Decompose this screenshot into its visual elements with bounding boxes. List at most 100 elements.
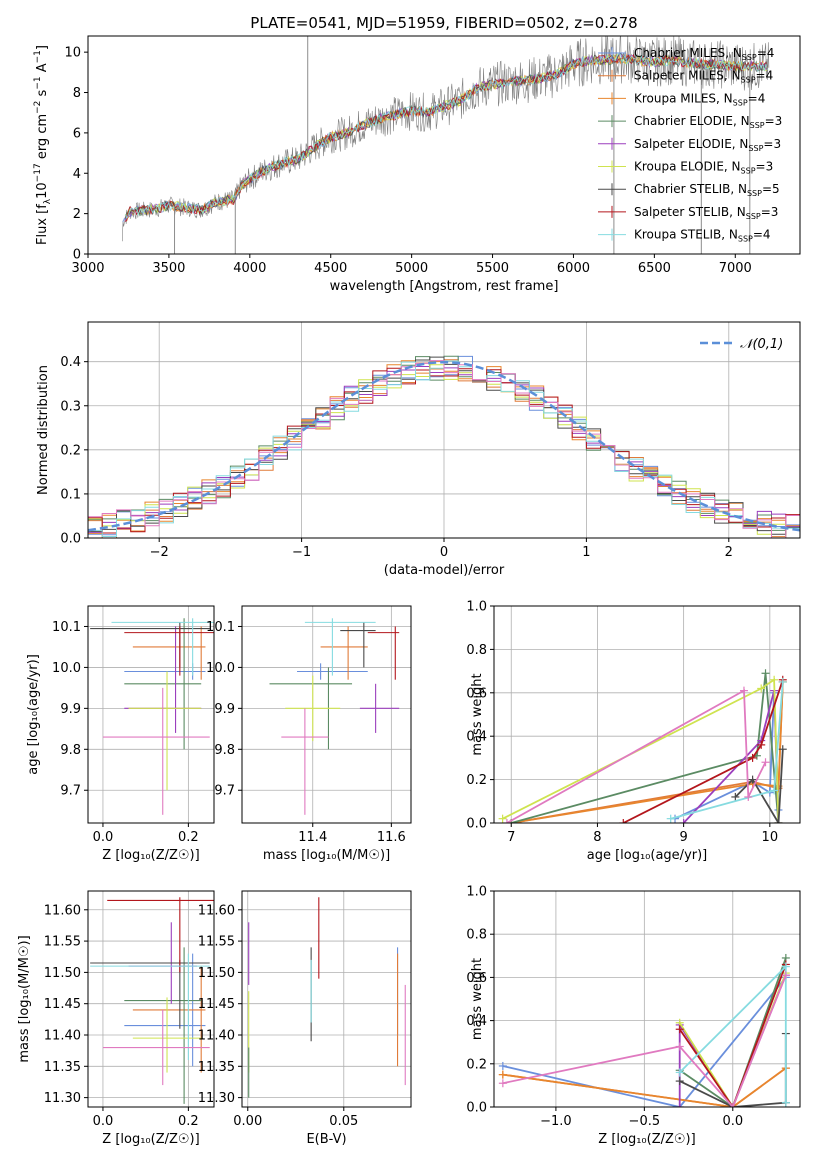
residuals-grid bbox=[88, 322, 800, 538]
y-tick-label: 0.8 bbox=[466, 928, 487, 943]
y-tick-label: 9.8 bbox=[60, 743, 81, 758]
y-axis-label-part: λ bbox=[43, 198, 53, 204]
model-spectrum-line bbox=[124, 53, 768, 222]
x-tick-label: 11.4 bbox=[298, 830, 327, 845]
mass_weight_vs_Z-frame bbox=[493, 890, 801, 1108]
model-spectrum-line bbox=[124, 53, 768, 220]
legend-entry-sub: SSP bbox=[750, 121, 765, 130]
y-tick-label: 10 bbox=[64, 46, 81, 61]
data-spectrum-line bbox=[122, 36, 770, 242]
y-axis-label-part: −1 bbox=[33, 76, 43, 89]
y-tick-label: 11.45 bbox=[198, 997, 235, 1012]
y-tick-label: 0.4 bbox=[60, 355, 81, 370]
legend-entry-name: Chabrier MILES, N bbox=[634, 46, 742, 60]
x-tick-label: 0.0 bbox=[93, 1114, 114, 1129]
legend-entry-name: Kroupa MILES, N bbox=[634, 91, 733, 105]
legend-entry: Kroupa ELODIE, NSSP=3 bbox=[634, 160, 773, 176]
x-tick-label: 11.6 bbox=[377, 830, 406, 845]
mass_weight_vs_age-axes: 7 8 9 10 0.0 0.2 0.4 0.6 0.8 1.0 age [log₁₀(age/yr… bbox=[466, 600, 801, 863]
legend-entry: Salpeter STELIB, NSSP=3 bbox=[634, 205, 778, 221]
y-axis-label-part: Flux [f bbox=[35, 204, 50, 245]
y-axis-label-part: −17 bbox=[33, 163, 43, 182]
y-tick-label: 0.2 bbox=[60, 443, 81, 458]
x-tick-label: 0.0 bbox=[93, 830, 114, 845]
y-tick-label: 11.35 bbox=[44, 1060, 81, 1075]
legend-entry-name: Salpeter STELIB, N bbox=[634, 205, 746, 219]
y-axis-label: Flux [fλ10−17 erg cm−2 s−1 A−1] bbox=[33, 45, 53, 245]
x-tick-label: −1 bbox=[292, 545, 311, 560]
x-tick-label: 7000 bbox=[719, 261, 752, 276]
age_vs_Z-grid bbox=[88, 606, 214, 823]
y-tick-label: 11.40 bbox=[198, 1029, 235, 1044]
y-tick-label: 9.7 bbox=[60, 784, 81, 799]
weight-line bbox=[502, 1067, 787, 1107]
legend-entry: Chabrier MILES, NSSP=4 bbox=[634, 46, 774, 62]
x-tick-label: 0.00 bbox=[233, 1114, 262, 1129]
y-tick-label: 11.45 bbox=[44, 997, 81, 1012]
figure-title: PLATE=0541, MJD=51959, FIBERID=0502, z=0… bbox=[250, 14, 637, 32]
legend-entry-count: =3 bbox=[756, 160, 774, 174]
legend-entry: Salpeter MILES, NSSP=4 bbox=[634, 69, 773, 85]
weight-line bbox=[674, 692, 780, 820]
legend-entry-sub: SSP bbox=[748, 144, 763, 153]
y-tick-label: 0.4 bbox=[466, 730, 487, 745]
legend-entry-count: =4 bbox=[757, 46, 775, 60]
y-tick-label: 0.2 bbox=[466, 1057, 487, 1072]
mass_weight_vs_Z-grid bbox=[494, 891, 800, 1107]
y-axis-label: mass [log₁₀(M/M☉)] bbox=[17, 935, 32, 1062]
x-tick-label: 5000 bbox=[395, 261, 428, 276]
legend-entry-name: Kroupa ELODIE, N bbox=[634, 160, 741, 174]
x-axis-label: mass [log₁₀(M/M☉)] bbox=[263, 848, 390, 863]
mass_vs_Z-grid bbox=[88, 891, 214, 1107]
y-tick-label: 4 bbox=[73, 167, 81, 182]
x-axis-label: age [log₁₀(age/yr)] bbox=[587, 848, 708, 863]
mass_vs_Z-frame bbox=[87, 890, 215, 1108]
x-tick-label: 6500 bbox=[638, 261, 671, 276]
y-tick-label: 6 bbox=[73, 126, 81, 141]
age_vs_mass-plot-area bbox=[242, 606, 411, 823]
mass_vs_EBV-plot-area bbox=[242, 891, 411, 1107]
y-tick-label: 9.9 bbox=[60, 702, 81, 717]
legend-entry-sub: SSP bbox=[738, 235, 753, 244]
y-tick-label: 9.7 bbox=[214, 784, 235, 799]
y-tick-label: 2 bbox=[73, 207, 81, 222]
mass_vs_Z-plot-area bbox=[88, 891, 214, 1107]
y-tick-label: 0.8 bbox=[466, 643, 487, 658]
legend-entry-name: Salpeter MILES, N bbox=[634, 69, 741, 83]
x-axis-label: Z [log₁₀(Z/Z☉)] bbox=[102, 1132, 199, 1147]
residuals-plot-area bbox=[88, 322, 800, 538]
y-axis-label-part: −1 bbox=[33, 50, 43, 63]
mass_weight_vs_Z-axes: −1.0 −0.5 0.0 0.0 0.2 0.4 0.6 0.8 1.0 Z [log₁₀(Z/… bbox=[466, 885, 801, 1147]
y-tick-label: 0.2 bbox=[466, 773, 487, 788]
age_vs_mass-grid bbox=[242, 606, 411, 823]
x-tick-label: 2 bbox=[725, 545, 733, 560]
legend-entry-count: =5 bbox=[762, 182, 780, 196]
y-tick-label: 0.0 bbox=[466, 1101, 487, 1116]
age_vs_mass-frame bbox=[241, 605, 412, 824]
y-tick-label: 11.50 bbox=[44, 966, 81, 981]
x-tick-label: 0.0 bbox=[722, 1114, 743, 1129]
legend-entry-count: =3 bbox=[761, 205, 779, 219]
x-tick-label: 7 bbox=[507, 830, 515, 845]
legend-entry-count: =3 bbox=[765, 114, 783, 128]
normal-curve bbox=[88, 360, 800, 532]
y-axis-label-part: ] bbox=[35, 45, 50, 50]
y-tick-label: 11.60 bbox=[198, 903, 235, 918]
x-tick-label: 4500 bbox=[314, 261, 347, 276]
y-tick-label: 11.55 bbox=[44, 935, 81, 950]
mass_vs_EBV-axes: 0.00 0.05 11.30 11.35 11.40 11.45 11.50 11.55 11… bbox=[198, 890, 412, 1147]
y-axis-label-part: erg cm bbox=[35, 114, 50, 163]
y-tick-label: 0.0 bbox=[466, 817, 487, 832]
mass_vs_EBV-frame bbox=[241, 890, 412, 1108]
x-tick-label: 9 bbox=[679, 830, 687, 845]
y-axis-label: mass weight bbox=[470, 673, 485, 755]
mass_weight_vs_Z-plot-area bbox=[494, 891, 800, 1107]
weight-line bbox=[502, 974, 787, 1107]
legend-entry-sub: SSP bbox=[741, 167, 756, 176]
mass_weight_vs_age-frame bbox=[493, 605, 801, 824]
x-tick-label: −2 bbox=[150, 545, 169, 560]
x-axis-label: wavelength [Angstrom, rest frame] bbox=[330, 279, 559, 294]
y-axis-label: mass weight bbox=[470, 958, 485, 1040]
x-tick-label: 0.05 bbox=[329, 1114, 358, 1129]
legend-entry-count: =4 bbox=[753, 228, 771, 242]
